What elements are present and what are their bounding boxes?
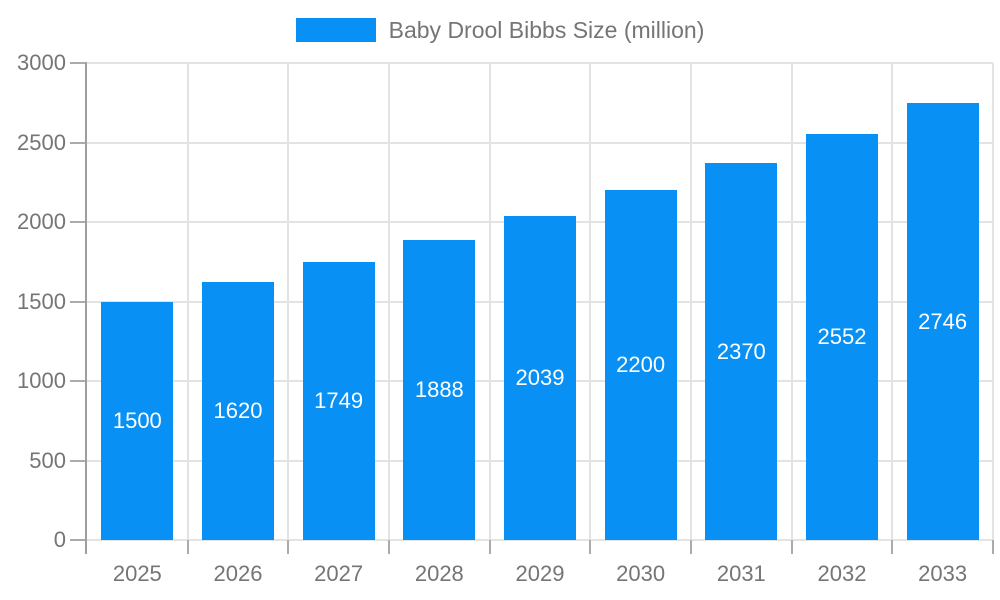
x-axis-tick-label: 2033 <box>918 561 968 586</box>
bar-2031[interactable]: 2370 <box>705 163 778 540</box>
y-axis-tick <box>70 539 87 541</box>
bar-value-label: 2200 <box>616 352 666 378</box>
gridline-vertical <box>891 63 894 540</box>
bar-2033[interactable]: 2746 <box>906 103 979 540</box>
y-axis-tick <box>70 62 87 64</box>
bar-value-label: 2746 <box>918 308 968 334</box>
gridline-vertical <box>790 63 793 540</box>
x-axis-tick <box>287 540 290 554</box>
bar-2025[interactable]: 1500 <box>101 301 174 540</box>
legend-swatch <box>295 18 376 42</box>
bar-2026[interactable]: 1620 <box>202 282 274 540</box>
x-axis-tick-label: 2030 <box>616 561 666 586</box>
x-axis-tick <box>891 540 894 554</box>
gridline-vertical <box>690 63 692 540</box>
x-axis-tick <box>589 540 592 554</box>
gridline-horizontal <box>87 62 993 64</box>
x-axis-tick <box>388 540 390 554</box>
y-axis-tick <box>70 300 87 303</box>
gridline-horizontal <box>87 141 993 144</box>
gridline-vertical <box>589 63 592 540</box>
y-axis-tick-label: 0 <box>53 527 66 552</box>
gridline-vertical <box>186 63 189 540</box>
x-axis-tick-label: 2027 <box>314 561 364 586</box>
legend: Baby Drool Bibbs Size (million) <box>0 17 1000 43</box>
x-axis-tick <box>186 540 189 554</box>
y-axis-tick <box>70 459 87 462</box>
gridline-vertical <box>388 63 390 540</box>
x-axis-tick <box>690 540 692 554</box>
bar-value-label: 2370 <box>716 338 766 364</box>
x-axis-tick-label: 2031 <box>716 561 766 586</box>
gridline-vertical <box>488 63 491 540</box>
y-axis-tick-label: 1000 <box>17 368 66 393</box>
bar-value-label: 2552 <box>817 324 867 350</box>
bar-2030[interactable]: 2200 <box>604 190 677 540</box>
legend-label: Baby Drool Bibbs Size (million) <box>388 17 705 43</box>
x-axis-tick-label: 2029 <box>515 561 565 586</box>
y-axis-line <box>85 63 87 554</box>
bar-value-label: 2039 <box>515 364 565 390</box>
x-axis-tick-label: 2028 <box>414 561 464 586</box>
bar-2032[interactable]: 2552 <box>806 134 878 540</box>
bar-2029[interactable]: 2039 <box>504 215 576 540</box>
y-axis-tick <box>70 380 87 382</box>
gridline-vertical <box>287 63 290 540</box>
gridline-vertical <box>992 63 994 540</box>
x-axis-tick <box>488 540 491 554</box>
bar-value-label: 1749 <box>314 387 364 413</box>
y-axis-tick <box>70 221 87 223</box>
bar-value-label: 1620 <box>213 398 263 424</box>
gridline-horizontal <box>87 539 993 541</box>
x-axis-tick <box>992 540 994 554</box>
x-axis-tick-label: 2026 <box>213 561 263 586</box>
y-axis-tick-label: 3000 <box>17 50 66 75</box>
x-axis-tick-label: 2032 <box>817 561 867 586</box>
bar-2028[interactable]: 1888 <box>403 239 476 540</box>
y-axis-tick-label: 1500 <box>17 288 66 314</box>
y-axis-tick-label: 500 <box>29 447 66 473</box>
x-axis-tick <box>790 540 793 554</box>
bar-value-label: 1888 <box>414 376 464 402</box>
y-axis-tick-label: 2000 <box>17 209 66 234</box>
legend-item[interactable]: Baby Drool Bibbs Size (million) <box>295 17 705 43</box>
x-axis-tick-label: 2025 <box>112 561 162 586</box>
y-axis-tick <box>70 141 87 144</box>
bar-value-label: 1500 <box>112 407 162 433</box>
bar-2027[interactable]: 1749 <box>302 261 375 540</box>
y-axis-tick-label: 2500 <box>17 129 66 155</box>
